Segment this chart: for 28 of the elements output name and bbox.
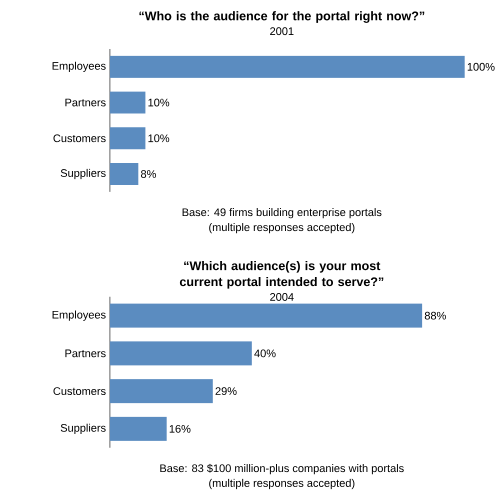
chart-subtitle: 2001: [270, 27, 294, 36]
y-tick-label: Partners: [65, 350, 106, 358]
bar: [110, 304, 422, 328]
y-tick-label: Suppliers: [60, 424, 106, 434]
text: (multiple responses accepted): [209, 223, 354, 234]
bar: [110, 417, 167, 441]
data-label: 16%: [170, 425, 190, 433]
data-label: 88%: [424, 312, 446, 320]
data-label: 29%: [216, 387, 237, 396]
data-label: 10%: [148, 134, 170, 142]
data-label: 40%: [254, 350, 276, 358]
y-tick-label: Partners: [65, 98, 106, 107]
data-label: 100%: [468, 63, 495, 71]
y-tick-label: Customers: [53, 387, 106, 396]
chart-title: “Which audience(s) is your most current portal intended to serve?”: [180, 261, 384, 289]
y-tick-label: Suppliers: [60, 169, 106, 180]
y-tick-label: Employees: [52, 62, 106, 72]
data-label: 8%: [140, 170, 156, 178]
chart-subtitle: 2004: [270, 293, 294, 302]
chart-title: “Who is the audience for the portal right now?”: [139, 11, 424, 24]
text: (multiple responses accepted): [209, 479, 354, 490]
y-tick-label: Customers: [53, 134, 106, 142]
bar: [110, 379, 213, 404]
text: Base: 49 firms building enterprise portals: [182, 208, 382, 218]
bar: [110, 342, 252, 366]
text: Base: 83 $100 million-plus companies with portals: [160, 464, 404, 474]
data-label: 10%: [148, 98, 170, 107]
y-tick-label: Employees: [52, 310, 106, 321]
